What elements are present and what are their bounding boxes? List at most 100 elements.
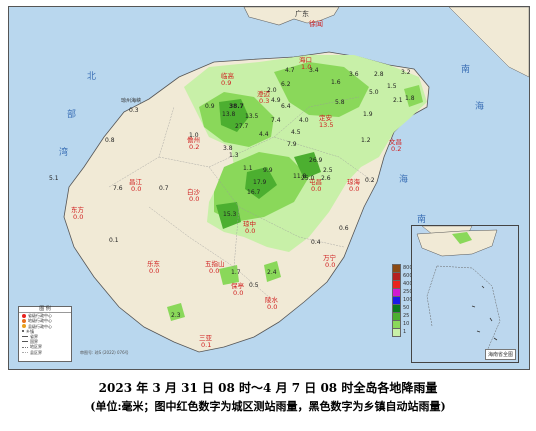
station-value: 7.4: [271, 117, 281, 124]
station-value: 1.8: [405, 95, 415, 102]
county-boundaries: [108, 96, 375, 298]
station-value: 17.9: [253, 179, 267, 186]
city-name: 临高: [221, 72, 234, 80]
city-value: 0.0: [131, 185, 142, 193]
scale-label: 600: [403, 273, 413, 279]
legend-item: 国界: [19, 339, 71, 344]
station-value: 5.1: [49, 175, 59, 182]
city-name: 定安: [319, 114, 332, 122]
scale-label: 100: [403, 297, 413, 303]
station-value: 0.2: [365, 177, 375, 184]
scale-label: 25: [403, 313, 410, 319]
city-value: 0.0: [325, 261, 336, 269]
station-value: 11.8: [293, 173, 307, 180]
city-value: 13.5: [319, 121, 334, 129]
city-name: 文昌: [389, 138, 402, 146]
station-value: 1.1: [243, 165, 253, 172]
scale-label: 400: [403, 281, 413, 287]
station-value: 7.6: [113, 185, 123, 192]
city-value: 0.1: [201, 341, 212, 349]
station-value: 13.8: [222, 111, 236, 118]
station-value: 3.2: [401, 69, 411, 76]
station-value: 0.9: [205, 103, 215, 110]
station-value: 5.0: [369, 89, 379, 96]
rain-area-south-2: [219, 265, 239, 285]
scale-entry: 1: [392, 327, 418, 337]
station-value: 13.5: [245, 113, 259, 120]
station-value: 0.5: [249, 282, 259, 289]
station-value: 2.3: [171, 312, 181, 319]
city-name: 三亚: [199, 334, 212, 342]
station-value: 1.7: [231, 269, 241, 276]
strait-label: 琼州海峡: [121, 98, 142, 104]
station-value: 1.0: [189, 132, 199, 139]
station-value: 1.9: [363, 111, 373, 118]
scale-label: 800: [403, 265, 413, 271]
map-approval-number: 审图号: 琼S (2022) 076号: [80, 350, 129, 355]
inset-map: 海南省全图: [411, 225, 519, 363]
city-name: 儋州: [187, 136, 200, 144]
rain-area-heavy-3: [294, 152, 321, 179]
station-value: 0.6: [339, 225, 349, 232]
scale-swatch: [392, 327, 401, 337]
scale-label: 10: [403, 321, 410, 327]
sea-label-bei: 北: [87, 72, 97, 82]
station-value: 1.6: [331, 79, 341, 86]
scale-label: 250: [403, 289, 413, 295]
station-value: 3.6: [349, 71, 359, 78]
city-value: 0.0: [189, 195, 200, 203]
rain-area-ne: [404, 85, 423, 107]
rain-area-heavy: [219, 99, 249, 132]
city-value: 0.9: [221, 79, 232, 87]
legend-item: 省界: [19, 334, 71, 339]
rain-area-heavy-4: [216, 202, 241, 229]
caption-title: 2023 年 3 月 31 日 08 时～4 月 7 日 08 时全岛各地降雨量: [98, 381, 438, 395]
station-value: 26.9: [309, 157, 323, 164]
city-name: 保亭: [231, 282, 244, 290]
city-value: 0.0: [149, 267, 160, 275]
station-value: 6.4: [281, 103, 291, 110]
sea-label-hai2: 海: [399, 175, 409, 185]
rain-area-sw: [167, 303, 185, 321]
legend-item: 县级行政中心: [19, 324, 71, 329]
city-name: 昌江: [129, 178, 142, 186]
city-name: 五指山: [205, 260, 225, 268]
station-value: 1.3: [229, 152, 239, 159]
scale-label: 1: [403, 329, 407, 335]
rain-area-south: [264, 261, 281, 282]
city-name: 琼中: [243, 220, 256, 228]
city-name: 澄迈: [257, 90, 270, 98]
station-value: 0.4: [311, 239, 321, 246]
legend-item: 乡镇: [19, 329, 71, 334]
city-value: 0.0: [209, 267, 220, 275]
station-value: 1.5: [387, 83, 397, 90]
legend-item: 县区界: [19, 350, 71, 355]
mainland-right: [448, 7, 529, 78]
station-value: 1.2: [361, 137, 371, 144]
station-value: 9.9: [263, 167, 273, 174]
city-value: 0.0: [73, 213, 84, 221]
region-label-xuwen: 徐闻: [309, 20, 323, 28]
station-value: 4.7: [285, 67, 295, 74]
legend-item: 地区界: [19, 344, 71, 349]
rainfall-map: 广东 徐闻 北 部 湾 南 海 海 南 琼州海峡 临高 0.9 海口 1.0 澄…: [8, 6, 530, 370]
station-value: 0.1: [109, 237, 119, 244]
station-value: 3.4: [309, 67, 319, 74]
city-value: 1.0: [301, 63, 312, 71]
station-value: 38.7: [229, 103, 244, 110]
city-value: 0.0: [233, 289, 244, 297]
station-value: 2.6: [321, 175, 331, 182]
station-value: 0.3: [129, 107, 139, 114]
city-value: 0.0: [267, 303, 278, 311]
station-value: 2.5: [323, 167, 333, 174]
city-name: 白沙: [187, 188, 200, 196]
station-value: 25.0: [301, 175, 315, 182]
city-value: 0.2: [391, 145, 402, 153]
station-value: 4.4: [259, 131, 269, 138]
sea-label-bu: 部: [67, 110, 77, 120]
city-name: 海口: [299, 56, 312, 64]
station-value: 15.3: [223, 211, 237, 218]
city-name: 乐东: [147, 260, 160, 268]
station-value: 2.1: [393, 97, 403, 104]
station-value: 2.0: [267, 87, 277, 94]
